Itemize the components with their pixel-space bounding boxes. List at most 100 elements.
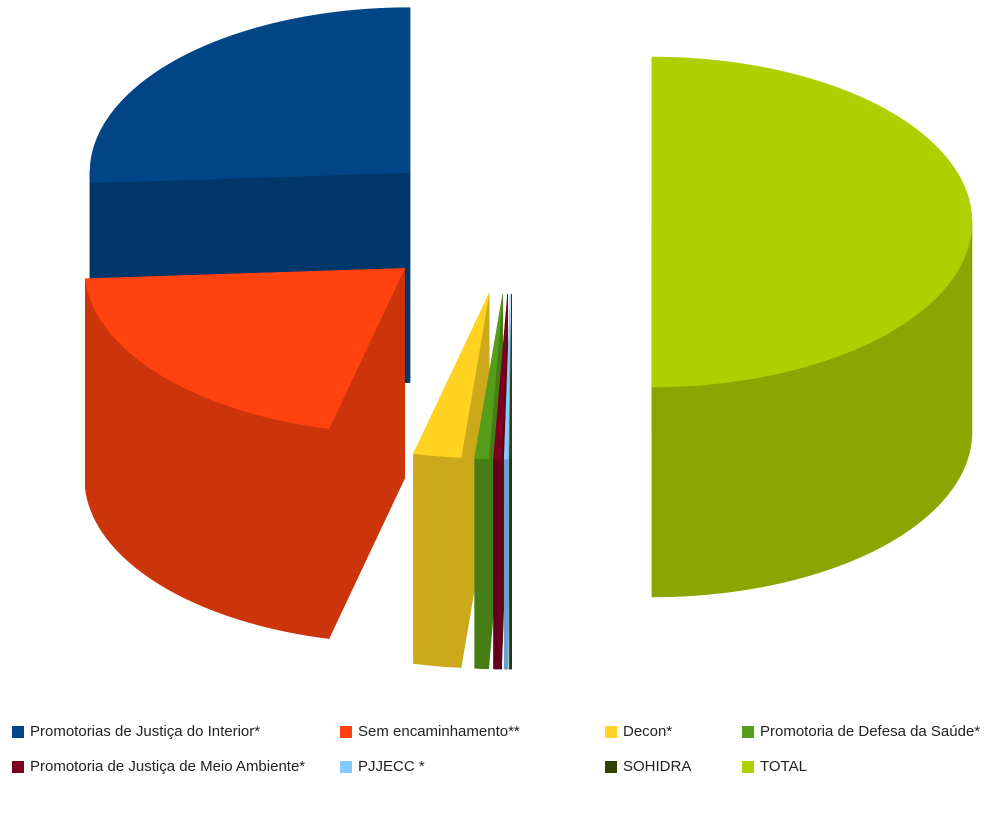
side-face xyxy=(286,421,298,635)
side-face xyxy=(106,327,111,545)
side-face xyxy=(93,306,97,523)
slice-top xyxy=(493,294,508,460)
side-face xyxy=(493,458,498,670)
side-face xyxy=(874,336,883,552)
side-face xyxy=(510,458,512,670)
side-face xyxy=(857,344,867,559)
side-face xyxy=(939,288,945,505)
side-face xyxy=(162,376,171,592)
side-face xyxy=(155,371,164,587)
side-face xyxy=(177,384,187,600)
side-face xyxy=(99,316,103,534)
slice xyxy=(503,294,511,670)
side-face xyxy=(210,399,221,614)
side-face xyxy=(497,458,502,670)
slice xyxy=(85,268,406,639)
side-face xyxy=(944,283,949,500)
side-face xyxy=(102,322,107,540)
side-face xyxy=(297,423,309,636)
legend-swatch xyxy=(12,726,24,738)
side-face xyxy=(923,303,930,520)
legend-label: Promotorias de Justiça do Interior* xyxy=(30,723,261,740)
side-face xyxy=(148,367,157,583)
slice-top xyxy=(503,294,511,460)
legend-item: SOHIDRA xyxy=(605,757,735,777)
side-face xyxy=(95,311,100,529)
side-face xyxy=(934,293,940,511)
slice-top xyxy=(85,268,406,429)
legend-label: Decon* xyxy=(623,723,673,740)
side-face xyxy=(718,381,730,594)
side-face xyxy=(237,408,248,623)
legend-swatch xyxy=(340,726,352,738)
side-face xyxy=(952,272,957,490)
side-face xyxy=(739,378,752,591)
legend-item: TOTAL xyxy=(742,757,997,777)
side-face xyxy=(119,343,126,560)
legend-item: PJJECC * xyxy=(340,757,595,777)
slice xyxy=(651,56,973,598)
slice-top xyxy=(474,293,504,460)
legend-item: Promotoria de Justiça de Meio Ambiente* xyxy=(12,757,312,777)
side-face xyxy=(903,318,912,535)
side-face xyxy=(896,323,905,539)
side-face xyxy=(413,453,424,665)
side-face xyxy=(130,353,137,569)
side-face xyxy=(917,308,924,525)
legend-label: PJJECC * xyxy=(358,758,425,775)
side-face xyxy=(964,250,968,467)
side-face xyxy=(651,386,664,598)
side-face xyxy=(830,355,841,570)
side-face xyxy=(136,357,143,574)
legend-label: Promotoria de Defesa da Saúde* xyxy=(760,723,981,740)
slice-top xyxy=(651,56,973,388)
side-face xyxy=(881,331,891,548)
side-face xyxy=(685,385,697,597)
legend-label: Promotoria de Justiça de Meio Ambiente* xyxy=(30,758,306,775)
side-face xyxy=(432,455,443,667)
side-face xyxy=(114,338,121,555)
side-face xyxy=(481,458,489,670)
side-face xyxy=(228,405,239,620)
side-face xyxy=(792,367,803,581)
side-face xyxy=(451,456,462,668)
side-face xyxy=(821,358,832,573)
side-face xyxy=(124,348,131,565)
side-face xyxy=(781,369,793,584)
legend-swatch xyxy=(605,726,617,738)
side-face xyxy=(801,364,813,579)
side-face xyxy=(956,266,960,484)
side-face xyxy=(674,385,686,597)
side-face xyxy=(771,372,783,586)
legend-item: Decon* xyxy=(605,722,735,742)
side-face xyxy=(928,298,935,516)
side-face xyxy=(256,414,268,628)
side-face xyxy=(966,244,970,461)
side-face xyxy=(422,454,433,666)
legend-swatch xyxy=(12,761,24,773)
slice-top xyxy=(413,293,490,458)
side-face xyxy=(202,395,212,611)
side-face xyxy=(88,295,92,512)
side-face xyxy=(318,426,330,639)
legend-label: SOHIDRA xyxy=(623,758,692,775)
side-face xyxy=(750,376,762,590)
side-face xyxy=(474,458,482,669)
side-face xyxy=(696,384,708,596)
side-face xyxy=(185,388,195,603)
side-face xyxy=(219,402,230,617)
side-face xyxy=(193,392,203,607)
side-face xyxy=(959,261,963,478)
side-face xyxy=(848,348,858,563)
side-face xyxy=(707,383,719,595)
side-face xyxy=(170,380,179,596)
legend-swatch xyxy=(742,726,754,738)
side-face xyxy=(441,456,452,668)
side-face xyxy=(962,256,966,473)
side-face xyxy=(503,458,507,670)
slice-top xyxy=(89,7,411,184)
legend-label: Sem encaminhamento** xyxy=(358,723,520,740)
legend-item: Promotorias de Justiça do Interior* xyxy=(12,722,312,742)
side-face xyxy=(910,313,918,530)
side-face xyxy=(142,362,150,579)
